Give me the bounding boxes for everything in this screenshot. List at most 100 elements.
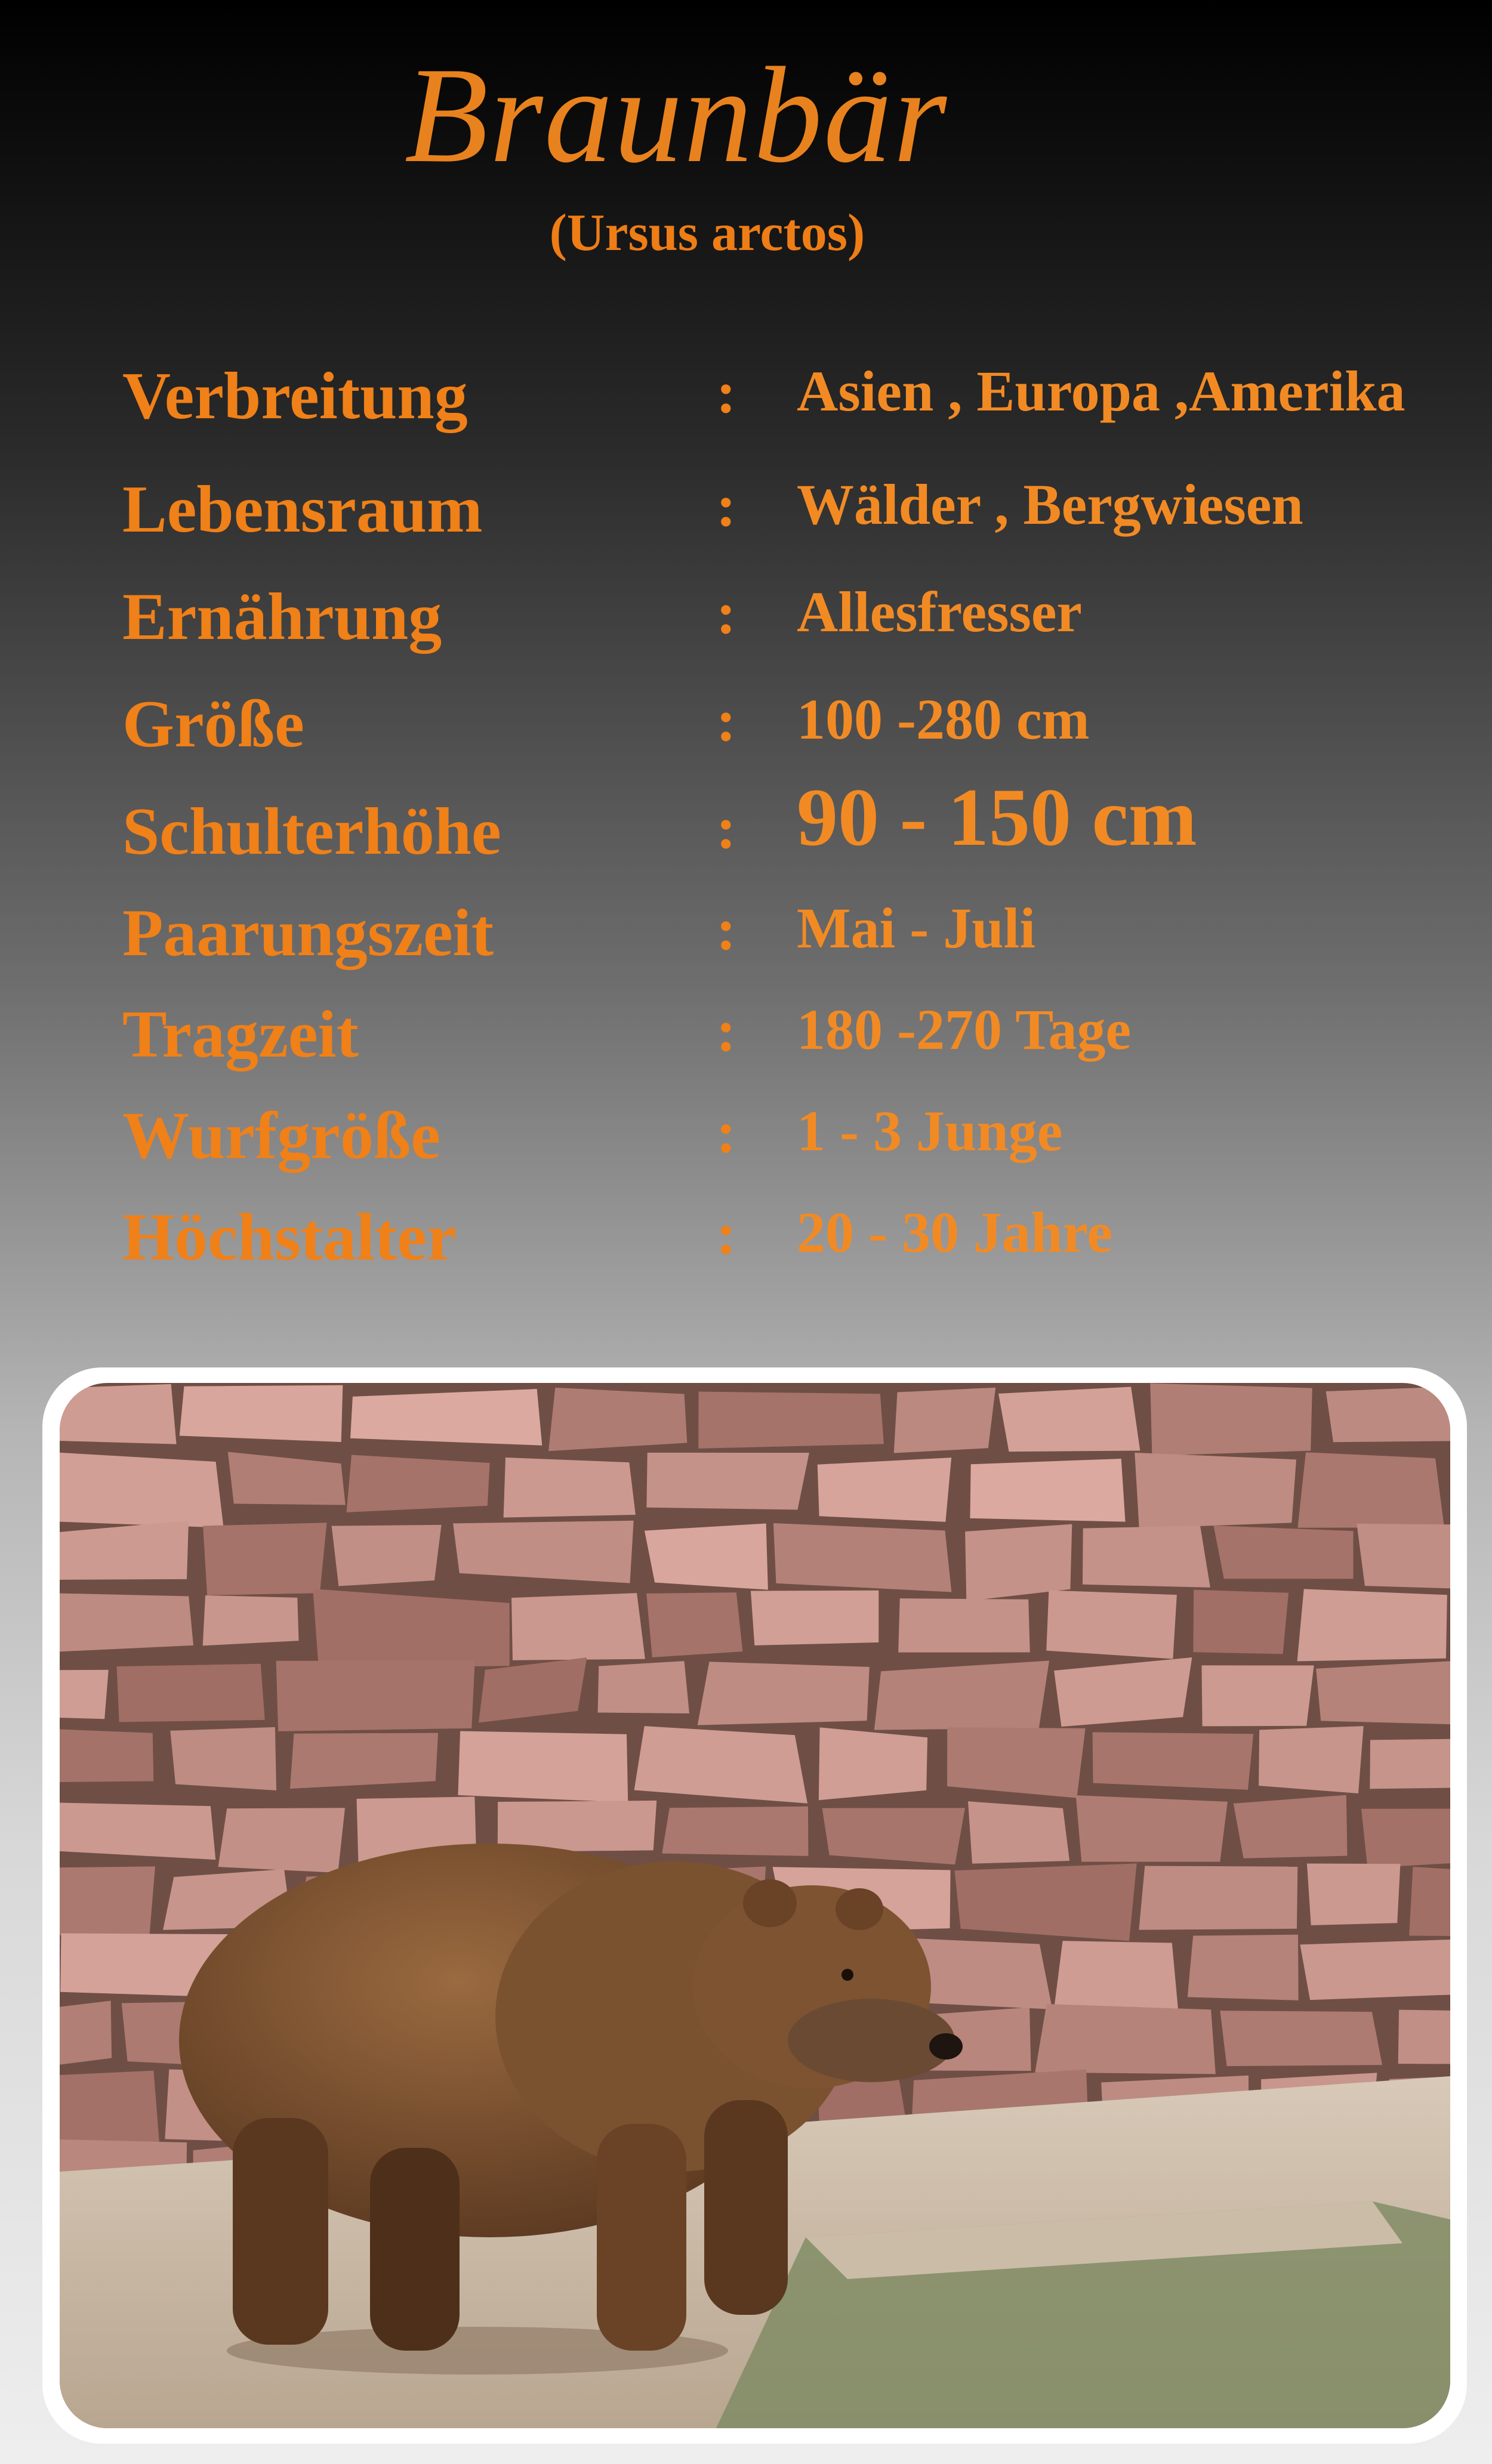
stone — [967, 1801, 1070, 1864]
fact-value: 20 - 30 Jahre — [797, 1200, 1112, 1264]
stone — [1046, 1590, 1177, 1659]
separator: : — [716, 896, 736, 962]
fact-value: Wälder , Bergwiesen — [797, 473, 1303, 536]
stone — [60, 1866, 156, 1940]
stone — [276, 1660, 475, 1731]
stone — [60, 1593, 194, 1652]
stone — [116, 1663, 265, 1722]
fact-value: Asien , Europa ,Amerika — [797, 359, 1405, 423]
stone — [773, 1523, 952, 1592]
stone — [1187, 1934, 1299, 2000]
fact-row: Verbreitung: Asien , Europa ,Amerika — [0, 358, 1492, 447]
stone — [313, 1589, 510, 1669]
stone — [817, 1458, 952, 1522]
stone — [479, 1657, 587, 1723]
separator: : — [716, 473, 736, 539]
separator: : — [716, 998, 736, 1064]
stone — [954, 1863, 1137, 1941]
bear — [179, 1844, 963, 2351]
stone — [1297, 1589, 1447, 1662]
stone — [60, 1452, 224, 1528]
stone — [1193, 1589, 1289, 1654]
fact-label: Ernährung — [122, 580, 442, 654]
stone — [60, 1802, 216, 1860]
stone — [453, 1520, 634, 1583]
fact-value: 1 - 3 Junge — [797, 1099, 1063, 1163]
stone — [597, 1661, 690, 1714]
stone — [1213, 1526, 1354, 1579]
stone — [458, 1731, 628, 1803]
stone — [646, 1452, 809, 1510]
stone — [1300, 1938, 1450, 2000]
stone — [289, 1733, 439, 1789]
stone — [898, 1598, 1030, 1653]
stone — [1357, 1523, 1450, 1591]
fact-row: Schulterhöhe:90 - 150 cm — [0, 771, 1492, 883]
fact-label: Wurfgröße — [122, 1099, 440, 1173]
stone — [902, 1938, 1053, 2009]
stone — [60, 2000, 112, 2070]
fact-label: Größe — [122, 687, 304, 761]
fact-label: Paarungszeit — [122, 896, 494, 970]
stone — [634, 1726, 807, 1804]
separator: : — [716, 1200, 736, 1267]
fact-row: Wurfgröße:1 - 3 Junge — [0, 1098, 1492, 1187]
stone — [646, 1592, 743, 1657]
separator: : — [716, 1099, 736, 1165]
subtitle: (Ursus arctos) — [549, 204, 865, 262]
fact-value: 180 -270 Tage — [797, 998, 1132, 1061]
stone — [965, 1524, 1072, 1601]
stone — [227, 1452, 346, 1505]
fact-row: Lebensraum: Wälder , Bergwiesen — [0, 471, 1492, 561]
stone — [1220, 2011, 1383, 2067]
stone — [331, 1524, 442, 1586]
stone — [1233, 1795, 1348, 1858]
fact-label: Höchstalter — [122, 1200, 457, 1274]
stone — [1082, 1526, 1210, 1588]
stone — [346, 1455, 490, 1512]
stone — [970, 1458, 1126, 1522]
stone — [503, 1457, 636, 1518]
stone — [662, 1806, 809, 1856]
fact-value: Mai - Juli — [797, 896, 1035, 960]
stone — [1139, 1866, 1298, 1930]
stone — [1054, 1941, 1178, 2009]
stone — [202, 1595, 299, 1646]
stone — [750, 1590, 879, 1645]
fact-row: Paarungszeit: Mai - Juli — [0, 895, 1492, 984]
stone — [60, 2070, 160, 2149]
stone — [511, 1593, 645, 1660]
stone — [1135, 1452, 1297, 1529]
stone — [1150, 1383, 1312, 1456]
stone — [548, 1387, 688, 1452]
stone — [1398, 2009, 1450, 2064]
title: Braunbär — [404, 39, 948, 191]
stone — [218, 1808, 346, 1873]
stone — [60, 1728, 154, 1783]
stone — [697, 1662, 870, 1725]
stone — [698, 1391, 884, 1449]
stone — [1201, 1665, 1314, 1727]
stone — [203, 1523, 327, 1595]
stone — [1297, 1452, 1444, 1528]
stone — [60, 1520, 189, 1580]
stone — [1306, 1863, 1401, 1926]
fact-label: Lebensraum — [122, 473, 483, 546]
stone — [818, 1727, 928, 1801]
stone — [1092, 1732, 1254, 1790]
stone — [1054, 1657, 1192, 1727]
fact-value: 90 - 150 cm — [797, 771, 1197, 863]
stone — [998, 1387, 1140, 1452]
stone — [822, 1808, 965, 1865]
fact-row: Tragzeit:180 -270 Tage — [0, 996, 1492, 1086]
separator: : — [716, 795, 736, 861]
fact-value: Allesfresser — [797, 580, 1083, 644]
separator: : — [716, 687, 736, 754]
separator: : — [716, 359, 736, 425]
stone — [497, 1801, 657, 1852]
stone — [179, 1385, 343, 1442]
stone — [1316, 1659, 1450, 1725]
stone — [1361, 1808, 1450, 1868]
fact-value: 100 -280 cm — [797, 687, 1090, 751]
